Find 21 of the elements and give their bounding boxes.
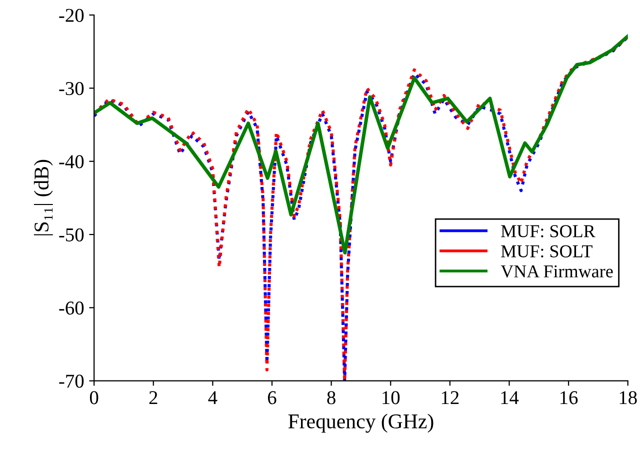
x-tick-label: 14 bbox=[501, 391, 519, 404]
x-tick-label: 0 bbox=[90, 391, 98, 404]
y-tick-label: -50 bbox=[59, 228, 84, 242]
x-tick-label: 12 bbox=[442, 391, 459, 404]
y-tick-label: -40 bbox=[59, 155, 84, 168]
y-tick-label: -60 bbox=[59, 301, 84, 315]
y-tick-label: -30 bbox=[59, 82, 84, 96]
x-tick-label: 6 bbox=[268, 391, 276, 404]
x-tick-label: 18 bbox=[620, 391, 637, 404]
x-tick-label: 16 bbox=[560, 391, 578, 404]
legend-label: MUF: SOLR bbox=[501, 225, 596, 238]
x-axis-title: Frequency (GHz) bbox=[288, 414, 434, 433]
x-tick-label: 8 bbox=[327, 391, 336, 404]
x-tick-label: 2 bbox=[149, 391, 158, 404]
x-tick-label: 10 bbox=[382, 391, 400, 404]
legend-label: VNA Firmware bbox=[500, 265, 613, 278]
legend-label: MUF: SOLT bbox=[501, 245, 592, 258]
y-tick-label: -20 bbox=[59, 8, 84, 22]
y-axis-title: |S₁₁| (dB) bbox=[34, 160, 53, 236]
x-tick-label: 4 bbox=[208, 391, 218, 404]
y-tick-label: -70 bbox=[59, 374, 84, 388]
